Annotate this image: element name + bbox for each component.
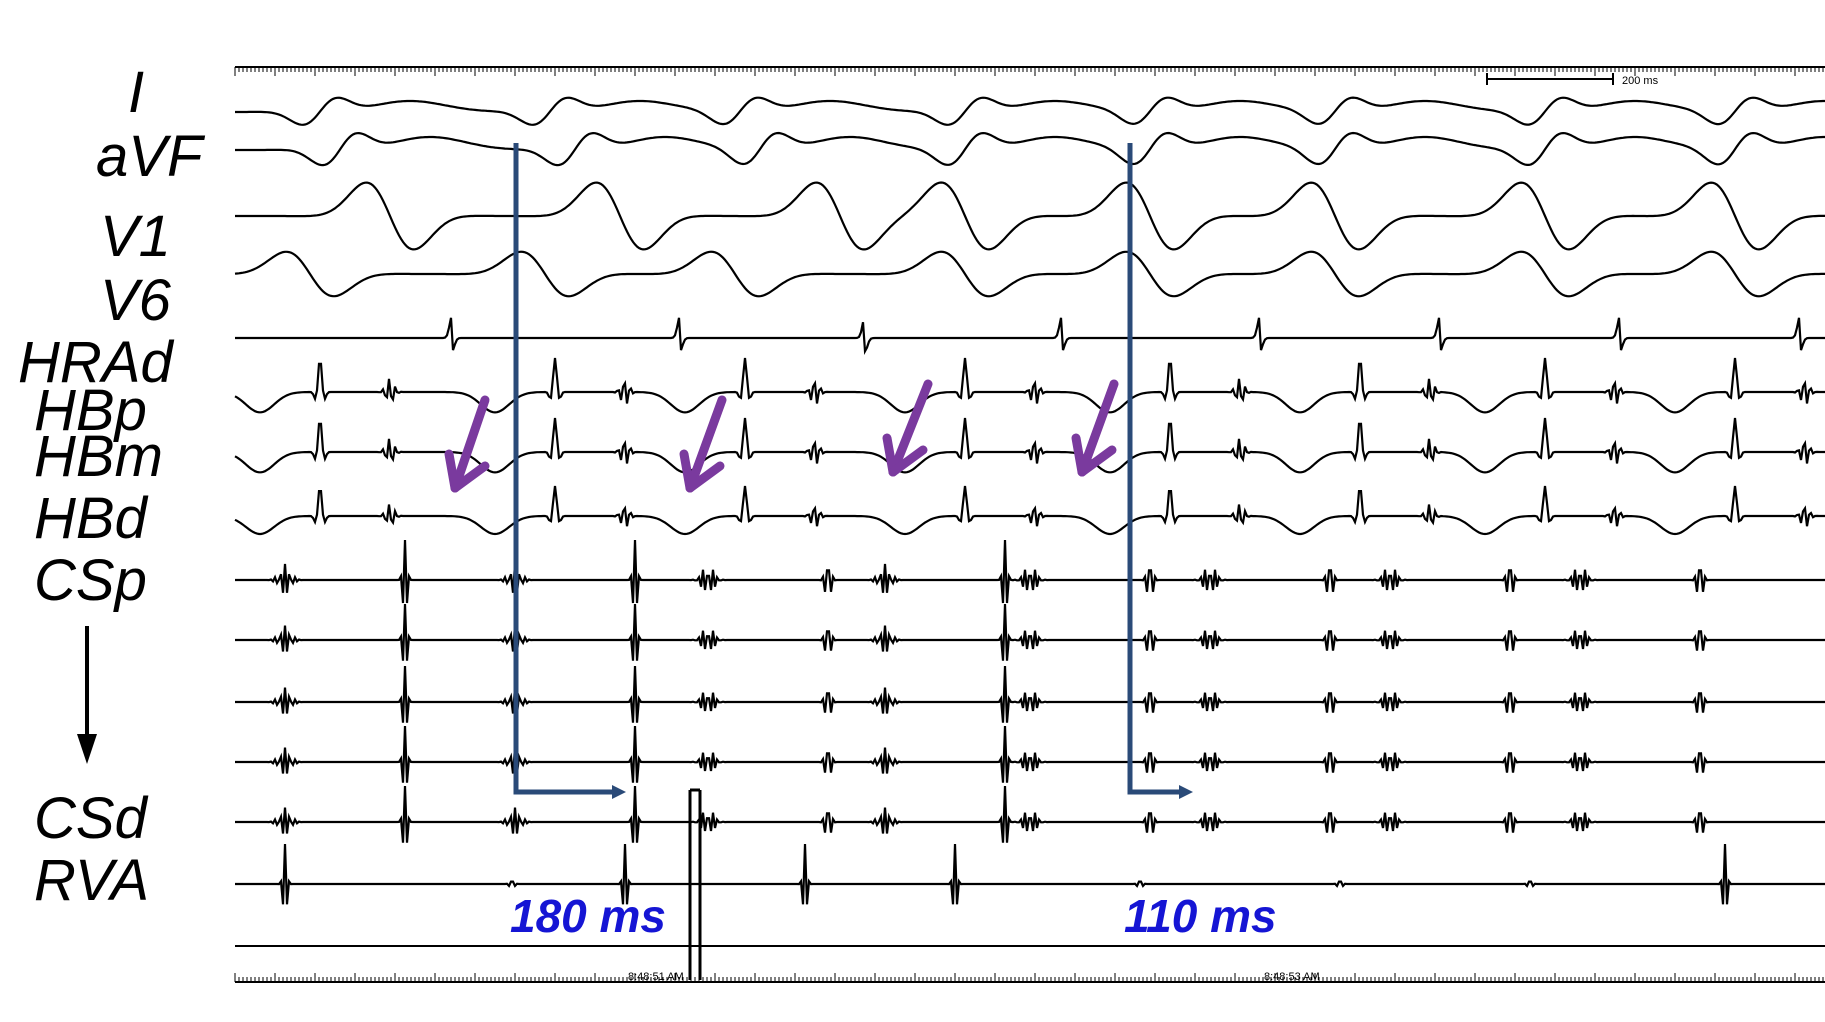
trace-csd — [235, 785, 1825, 843]
interval-label-second: 110 ms — [1124, 890, 1277, 942]
timestamp-right: 8:48:53 AM — [1264, 971, 1320, 983]
lead-label-CSp: CSp — [34, 548, 147, 613]
scale-bar-label: 200 ms — [1622, 75, 1659, 87]
time-ruler-top — [234, 66, 1825, 76]
lead-label-RVA: RVA — [34, 848, 150, 913]
lead-label-HBd: HBd — [34, 486, 147, 551]
purple-down-left-arrow-icon-1 — [444, 395, 490, 493]
cs-direction-arrow-icon — [77, 626, 97, 764]
trace-hbp — [234, 357, 1825, 414]
lead-label-HRAd: HRAd — [18, 330, 173, 395]
trace-cs-3 — [235, 665, 1825, 723]
lead-label-HBp: HBp — [34, 378, 147, 443]
lead-label-V1: V1 — [100, 204, 171, 269]
interval-marker-110-arrowhead — [1179, 785, 1193, 799]
trace-v6 — [234, 250, 1825, 298]
interval-marker-180 — [513, 143, 616, 795]
trace-hbd — [234, 485, 1825, 536]
lead-label-aVF: aVF — [96, 124, 203, 189]
interval-marker-180-arrowhead — [612, 785, 626, 799]
lead-label-I: I — [128, 60, 145, 125]
lead-label-V6: V6 — [100, 268, 171, 333]
trace-csp-1 — [235, 539, 1825, 604]
time-ruler-bottom — [234, 945, 1825, 983]
trace-hbm — [234, 417, 1825, 474]
interval-label-first: 180 ms — [510, 890, 667, 942]
signal-traces — [234, 96, 1825, 980]
annotation-arrows — [444, 379, 1119, 493]
trace-hrad — [235, 317, 1825, 356]
trace-rva — [235, 843, 1825, 905]
purple-down-left-arrow-icon-2 — [679, 395, 727, 493]
trace-v1 — [235, 181, 1825, 251]
lead-label-CSd: CSd — [34, 786, 147, 851]
trace-i — [235, 96, 1825, 126]
purple-down-left-arrow-icon-3 — [882, 379, 933, 477]
timestamp-left: 8:48:51 AM — [628, 971, 684, 983]
lead-label-HBm: HBm — [34, 424, 163, 489]
trace-cs-2 — [235, 603, 1825, 661]
trace-cs-4 — [235, 725, 1825, 783]
purple-down-left-arrow-icon-4 — [1071, 379, 1119, 477]
trace-avf — [235, 131, 1825, 167]
stimulus-artifact — [688, 788, 702, 980]
interval-marker-110 — [1127, 143, 1183, 795]
scale-bar — [1486, 73, 1614, 85]
interval-markers — [513, 143, 1193, 799]
